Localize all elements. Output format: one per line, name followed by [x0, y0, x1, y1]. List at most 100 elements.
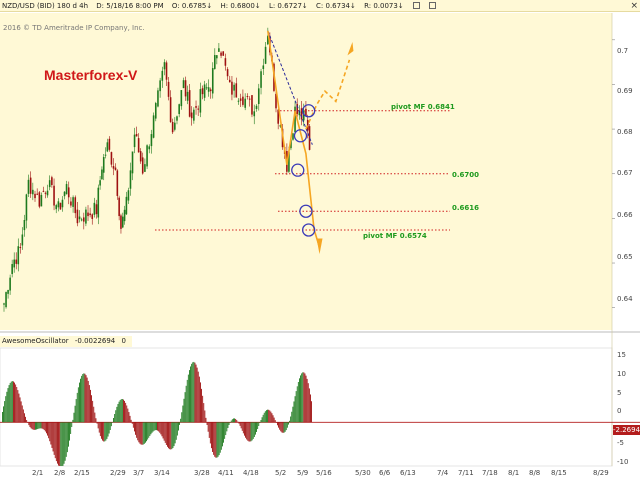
oscillator-bar [102, 422, 103, 441]
oscillator-bar [92, 400, 94, 423]
candle-body [137, 138, 140, 153]
oscillator-bar [18, 393, 20, 423]
candle-body [150, 134, 153, 147]
oscillator-bar [258, 422, 260, 427]
candle-body [235, 83, 238, 98]
candle-body [296, 104, 299, 114]
oscillator-bar [184, 392, 186, 423]
forecast-arrow-up [347, 42, 354, 56]
candle-body [253, 111, 256, 117]
candle-body [218, 48, 220, 52]
candle-body [226, 69, 229, 77]
oscillator-bar [114, 414, 116, 423]
oscillator-bar [29, 422, 31, 427]
oscillator-bar [141, 422, 143, 445]
oscillator-bar [147, 422, 149, 440]
oscillator-bar [98, 422, 100, 433]
oscillator-bar [186, 379, 188, 423]
oscillator-bar [94, 412, 96, 423]
candle-body [32, 189, 34, 195]
oscillator-bar [152, 422, 154, 432]
watermark-title: Masterforex-V [44, 67, 138, 83]
oscillator-bar [143, 422, 145, 444]
oscillator-bar [247, 422, 249, 441]
oscillator-bar [93, 406, 95, 423]
oscillator-bar [136, 422, 138, 438]
oscillator-bar [272, 415, 274, 423]
oscillator-bar [216, 422, 218, 458]
oscillator-bar [137, 422, 139, 441]
candle-body [260, 71, 262, 88]
oscillator-bar [142, 422, 144, 445]
oscillator-bar [261, 417, 263, 423]
oscillator-bar [42, 422, 44, 430]
oscillator-bar [283, 422, 285, 433]
oscillator-bar [66, 422, 68, 453]
candle-body [246, 96, 249, 98]
oscillator-bar [251, 422, 253, 441]
oscillator-bar [253, 422, 255, 437]
oscillator-bar [77, 387, 79, 423]
oscillator-bar [264, 411, 266, 423]
candle-body [91, 214, 94, 219]
oscillator-bar [108, 422, 110, 434]
oscillator-bar [310, 394, 311, 423]
oscillator-bar [167, 422, 168, 447]
candle-body [11, 264, 13, 275]
oscillator-bar [288, 422, 289, 425]
pivot-circle [291, 163, 305, 177]
forecast-path-dashed [305, 59, 351, 130]
oscillator-bar [236, 420, 238, 423]
oscillator-bar [120, 399, 122, 423]
oscillator-bar [149, 422, 151, 436]
oscillator-bar [154, 422, 156, 431]
candle-body [76, 209, 79, 224]
oscillator-bar [81, 375, 83, 423]
oscillator-bar [33, 422, 35, 430]
candle-body [63, 191, 66, 197]
candle-body [167, 81, 170, 97]
close-icon[interactable]: × [630, 1, 638, 11]
oscillator-bar [46, 422, 47, 434]
oscillator-bar [40, 422, 42, 429]
forecast-path [267, 30, 321, 248]
oscillator-bar [74, 405, 76, 423]
candle-body [306, 119, 309, 131]
oscillator-bar [47, 422, 48, 436]
candle-body [17, 246, 20, 265]
oscillator-bar [187, 374, 189, 423]
oscillator-bar [244, 422, 245, 436]
oscillator-bar [267, 409, 268, 423]
oscillator-bar [83, 373, 85, 423]
oscillator-bar [10, 381, 12, 423]
candle-body [101, 169, 103, 180]
oscillator-bar [19, 397, 21, 423]
price-tick: 0.7 [617, 47, 629, 55]
symbol-label[interactable]: NZD/USD (BID) 180 d 4h [2, 2, 89, 10]
oscillator-bar [230, 420, 232, 423]
settings-box[interactable] [412, 2, 420, 9]
oscillator-bar [282, 422, 284, 433]
oscillator-bar [3, 406, 4, 423]
candle-body [110, 152, 113, 165]
candle-body [59, 202, 62, 210]
settings-box-2[interactable] [429, 2, 437, 9]
candle-body [159, 80, 161, 92]
oscillator-label[interactable]: AwesomeOscillator -0.0022694 0 [0, 336, 132, 347]
candle-body [165, 62, 168, 80]
oscillator-bar [304, 373, 306, 423]
oscillator-bar [125, 402, 127, 423]
candle-body [133, 134, 136, 148]
candle-body [55, 205, 58, 210]
oscillator-bar [148, 422, 150, 438]
oscillator-bar [168, 422, 169, 449]
oscillator-bar [212, 422, 213, 452]
oscillator-bar [124, 400, 125, 423]
date-tick: 3/7 [133, 469, 145, 477]
oscillator-bar [306, 378, 308, 423]
candle-body [190, 112, 193, 119]
date-tick: 5/9 [297, 469, 309, 477]
oscillator-bar [115, 410, 117, 423]
open-readout: O: 0.6785↓ [171, 2, 213, 10]
